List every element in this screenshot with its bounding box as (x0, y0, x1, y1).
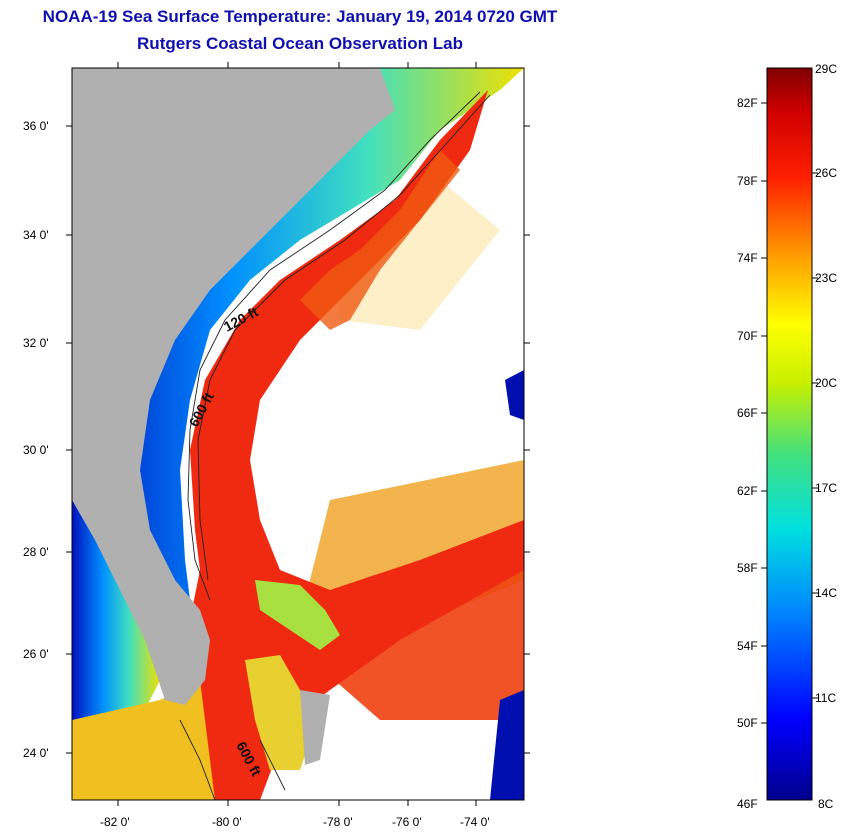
c-label-8: 8C (818, 797, 834, 811)
c-label-20: 20C (815, 376, 837, 390)
f-label-70: 70F (737, 329, 758, 343)
longitude-axis: -82 0' -80 0' -78 0' -76 0' -74 0' (100, 62, 490, 829)
andros-island (300, 690, 330, 765)
c-label-14: 14C (815, 586, 837, 600)
lon-label-78: -78 0' (323, 815, 353, 829)
c-label-29: 29C (815, 62, 837, 76)
lon-label-76: -76 0' (392, 815, 422, 829)
sst-imagery (72, 68, 524, 800)
c-label-17: 17C (815, 481, 837, 495)
map-subtitle: Rutgers Coastal Ocean Observation Lab (137, 34, 463, 53)
lat-label-30: 30 0' (23, 443, 49, 457)
latitude-axis: 36 0' 34 0' 32 0' 30 0' 28 0' 26 0' 24 0… (23, 119, 530, 760)
lon-label-80: -80 0' (212, 815, 242, 829)
isobath-600ft (197, 94, 491, 581)
f-label-58: 58F (737, 561, 758, 575)
lat-label-36: 36 0' (23, 119, 49, 133)
lat-label-34: 34 0' (23, 228, 49, 242)
lat-label-26: 26 0' (23, 647, 49, 661)
f-label-66: 66F (737, 406, 758, 420)
offshore-scatter (330, 180, 500, 330)
temperature-colorbar (766, 67, 813, 801)
c-label-26: 26C (815, 166, 837, 180)
lon-label-82: -82 0' (100, 815, 130, 829)
c-label-23: 23C (815, 271, 837, 285)
cold-patch-e (505, 370, 524, 420)
lat-label-32: 32 0' (23, 336, 49, 350)
lat-label-24: 24 0' (23, 746, 49, 760)
f-label-54: 54F (737, 639, 758, 653)
map-title: NOAA-19 Sea Surface Temperature: January… (42, 7, 558, 26)
little-bahama-bank (255, 580, 340, 650)
map-frame (71, 67, 525, 801)
lon-label-74: -74 0' (460, 815, 490, 829)
cold-patch-se (490, 690, 524, 800)
f-label-78: 78F (737, 174, 758, 188)
gulf-stream (175, 90, 524, 800)
f-label-46: 46F (737, 797, 758, 811)
f-label-50: 50F (737, 716, 758, 730)
great-bahama-bank (245, 655, 310, 770)
c-label-11: 11C (815, 691, 836, 705)
f-label-82: 82F (737, 96, 758, 110)
isobath-120ft (187, 91, 481, 601)
us-southeast-landmass (72, 68, 395, 705)
gulf-stream-edge (300, 150, 460, 330)
florida-bay-water (72, 680, 215, 800)
lat-label-28: 28 0' (23, 545, 49, 559)
colorbar-celsius-labels: 29C 26C 23C 20C 17C 14C 11C 8C (812, 62, 837, 811)
colorbar-fahrenheit-labels: 82F 78F 74F 70F 66F 62F 58F 54F 50F 46F (737, 96, 767, 811)
gulf-shelf-water (72, 490, 160, 720)
f-label-62: 62F (737, 484, 758, 498)
f-label-74: 74F (737, 251, 758, 265)
